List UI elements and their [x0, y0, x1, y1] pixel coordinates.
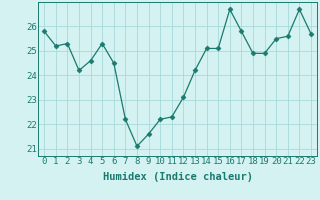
X-axis label: Humidex (Indice chaleur): Humidex (Indice chaleur) — [103, 172, 252, 182]
